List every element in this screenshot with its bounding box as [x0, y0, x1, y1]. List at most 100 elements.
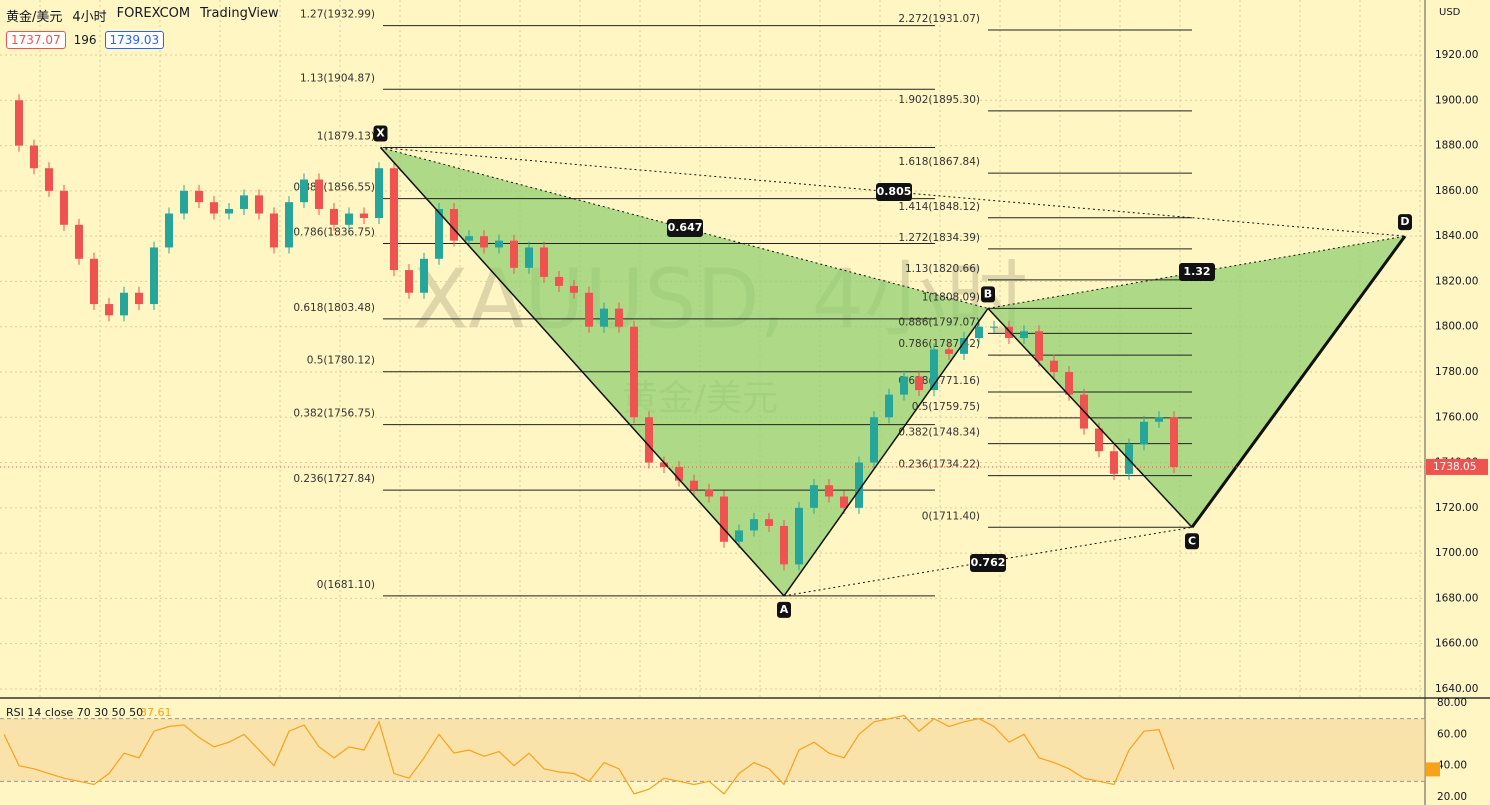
candle-body	[1110, 451, 1118, 474]
fib-label: 1(1808.09)	[922, 291, 980, 303]
candle-body	[570, 285, 578, 293]
source: TradingView	[200, 6, 279, 21]
candle-body	[1050, 360, 1058, 372]
candle-body	[75, 224, 83, 259]
candle	[330, 202, 338, 231]
ratio-label-bg	[1179, 263, 1215, 281]
pattern-point: X	[373, 125, 388, 142]
pattern-point: A	[777, 601, 791, 618]
candle	[555, 270, 563, 292]
candle-body	[105, 304, 113, 316]
candle-body	[150, 247, 158, 305]
candle-body	[540, 247, 548, 277]
candle-body	[795, 507, 803, 565]
fib-label: 0(1711.40)	[922, 510, 980, 522]
y-tick-label: 1780.00	[1435, 366, 1478, 378]
candle-body	[1065, 371, 1073, 395]
last-price-label: 1738.05	[1433, 461, 1476, 473]
fib-label: 0.786(1836.75)	[293, 226, 375, 238]
candle	[585, 286, 593, 333]
y-tick-label: 1680.00	[1435, 592, 1478, 604]
candle	[915, 370, 923, 397]
candle-body	[810, 485, 818, 508]
candle	[450, 202, 458, 247]
candle-body	[645, 417, 653, 463]
candle-body	[525, 247, 533, 268]
interval[interactable]: 4小时	[72, 10, 107, 25]
buy-price[interactable]: 1739.03	[104, 31, 165, 49]
candle	[540, 241, 548, 283]
candle	[285, 196, 293, 254]
fib-label: 0.5(1759.75)	[912, 401, 980, 413]
candle-body	[660, 462, 668, 468]
candle-body	[285, 202, 293, 248]
candle-body	[825, 485, 833, 497]
candle-body	[405, 270, 413, 293]
symbol[interactable]: 黄金/美元	[6, 10, 63, 25]
ratio-label: 0.647	[667, 219, 703, 237]
candle	[75, 218, 83, 265]
pattern-point-bg	[981, 286, 995, 303]
y-tick-label: 1860.00	[1435, 185, 1478, 197]
candle-body	[270, 213, 278, 248]
rsi-last-bg	[1426, 762, 1440, 777]
candle	[525, 241, 533, 274]
ratio-label: 0.762	[970, 554, 1006, 572]
candle-body	[330, 208, 338, 225]
candle-body	[780, 525, 788, 565]
y-tick-label: 1880.00	[1435, 140, 1478, 152]
price-axis-bg	[1425, 0, 1490, 805]
y-tick-label: 1700.00	[1435, 547, 1478, 559]
candle-body	[555, 276, 563, 286]
candle-body	[135, 292, 143, 305]
rsi-tick-label: 40.00	[1437, 760, 1467, 772]
y-tick-label: 1920.00	[1435, 49, 1478, 61]
candle	[360, 207, 368, 225]
candle-body	[1155, 417, 1163, 422]
candle-body	[630, 326, 638, 418]
candle	[180, 184, 188, 220]
candle-body	[300, 179, 308, 203]
quote-boxes: 1737.07 196 1739.03	[6, 31, 165, 49]
candle-body	[60, 190, 68, 225]
candle	[60, 184, 68, 231]
candle-body	[345, 213, 353, 225]
ratio-label: 1.32	[1179, 263, 1215, 281]
pattern-point-label: C	[1188, 534, 1196, 547]
candle-body	[375, 168, 383, 219]
y-tick-label: 1820.00	[1435, 275, 1478, 287]
candle-body	[45, 168, 53, 191]
y-tick-label: 1900.00	[1435, 94, 1478, 106]
candle	[1005, 320, 1013, 345]
candle-body	[450, 208, 458, 241]
candle	[300, 173, 308, 209]
sell-price[interactable]: 1737.07	[6, 31, 66, 49]
candle-body	[90, 258, 98, 305]
candle-body	[765, 519, 773, 526]
fib-label: 0(1681.10)	[317, 579, 375, 591]
fib-label: 0.5(1780.12)	[307, 355, 375, 367]
candle	[690, 474, 698, 496]
ratio-xd	[380, 147, 1406, 237]
fib-label: 0.382(1748.34)	[898, 427, 980, 439]
candle-body	[960, 338, 968, 354]
candle	[510, 234, 518, 274]
candle	[870, 411, 878, 469]
candle-body	[495, 240, 503, 248]
candle	[255, 189, 263, 220]
candle-body	[690, 480, 698, 490]
candle	[345, 207, 353, 231]
candle	[270, 207, 278, 254]
fib-label: 1.13(1820.66)	[905, 263, 980, 275]
y-tick-label: 1720.00	[1435, 502, 1478, 514]
candle	[120, 286, 128, 322]
candle	[630, 320, 638, 424]
candle-body	[585, 292, 593, 327]
candle	[615, 302, 623, 333]
leg-ab	[783, 307, 989, 597]
fib-label: 2.272(1931.07)	[898, 13, 980, 25]
candle	[900, 370, 908, 401]
candle	[495, 234, 503, 254]
pattern-point-label: B	[984, 287, 992, 300]
candle	[825, 479, 833, 503]
